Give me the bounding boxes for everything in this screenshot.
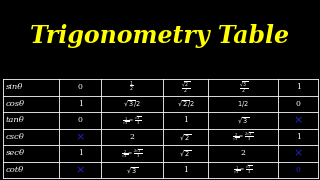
Text: cosθ: cosθ xyxy=(6,100,25,108)
Text: $\sqrt{3}$: $\sqrt{3}$ xyxy=(237,116,249,125)
Text: $\sqrt{2}/2$: $\sqrt{2}/2$ xyxy=(177,98,194,110)
Text: sinθ: sinθ xyxy=(6,84,23,91)
Text: 1: 1 xyxy=(183,166,188,174)
Text: $\sqrt{3}/2$: $\sqrt{3}/2$ xyxy=(123,98,141,110)
Text: 1: 1 xyxy=(78,149,83,158)
Text: $\times$: $\times$ xyxy=(293,115,303,126)
Text: 1: 1 xyxy=(78,100,83,108)
Text: $\times$: $\times$ xyxy=(75,132,85,142)
Text: tanθ: tanθ xyxy=(6,116,25,124)
Text: $\frac{2}{\sqrt{3}}=\frac{2\sqrt{3}}{3}$: $\frac{2}{\sqrt{3}}=\frac{2\sqrt{3}}{3}$ xyxy=(121,147,143,160)
Text: cotθ: cotθ xyxy=(6,166,24,174)
Text: $\frac{\sqrt{2}}{2}$: $\frac{\sqrt{2}}{2}$ xyxy=(181,80,190,95)
Text: 2: 2 xyxy=(241,149,245,158)
Text: $\frac{2}{\sqrt{3}}=\frac{2\sqrt{3}}{3}$: $\frac{2}{\sqrt{3}}=\frac{2\sqrt{3}}{3}$ xyxy=(232,130,254,143)
Text: Trigonometry Table: Trigonometry Table xyxy=(30,24,290,48)
Text: 1: 1 xyxy=(296,84,301,91)
Text: $\frac{1}{\sqrt{3}}=\frac{\sqrt{3}}{3}$: $\frac{1}{\sqrt{3}}=\frac{\sqrt{3}}{3}$ xyxy=(233,163,253,176)
Text: $\sqrt{2}$: $\sqrt{2}$ xyxy=(179,132,191,142)
Text: $\frac{1}{\sqrt{3}}=\frac{\sqrt{3}}{3}$: $\frac{1}{\sqrt{3}}=\frac{\sqrt{3}}{3}$ xyxy=(122,114,142,127)
Text: $\times$: $\times$ xyxy=(75,165,85,175)
Text: secθ: secθ xyxy=(6,149,25,158)
Text: 0: 0 xyxy=(296,166,301,174)
Text: 1: 1 xyxy=(296,133,301,141)
Text: $\times$: $\times$ xyxy=(293,148,303,159)
Text: $\sqrt{3}$: $\sqrt{3}$ xyxy=(126,165,138,175)
Text: $\sqrt{2}$: $\sqrt{2}$ xyxy=(179,148,191,158)
Text: $\frac{1}{2}$: $\frac{1}{2}$ xyxy=(129,80,134,95)
Text: $\frac{\sqrt{3}}{2}$: $\frac{\sqrt{3}}{2}$ xyxy=(239,80,248,95)
Text: $1/2$: $1/2$ xyxy=(237,99,249,109)
Text: 1: 1 xyxy=(183,116,188,124)
Text: 0: 0 xyxy=(78,116,83,124)
Text: cscθ: cscθ xyxy=(6,133,25,141)
Text: 2: 2 xyxy=(130,133,134,141)
Text: 0: 0 xyxy=(296,100,301,108)
Text: 0: 0 xyxy=(78,84,83,91)
